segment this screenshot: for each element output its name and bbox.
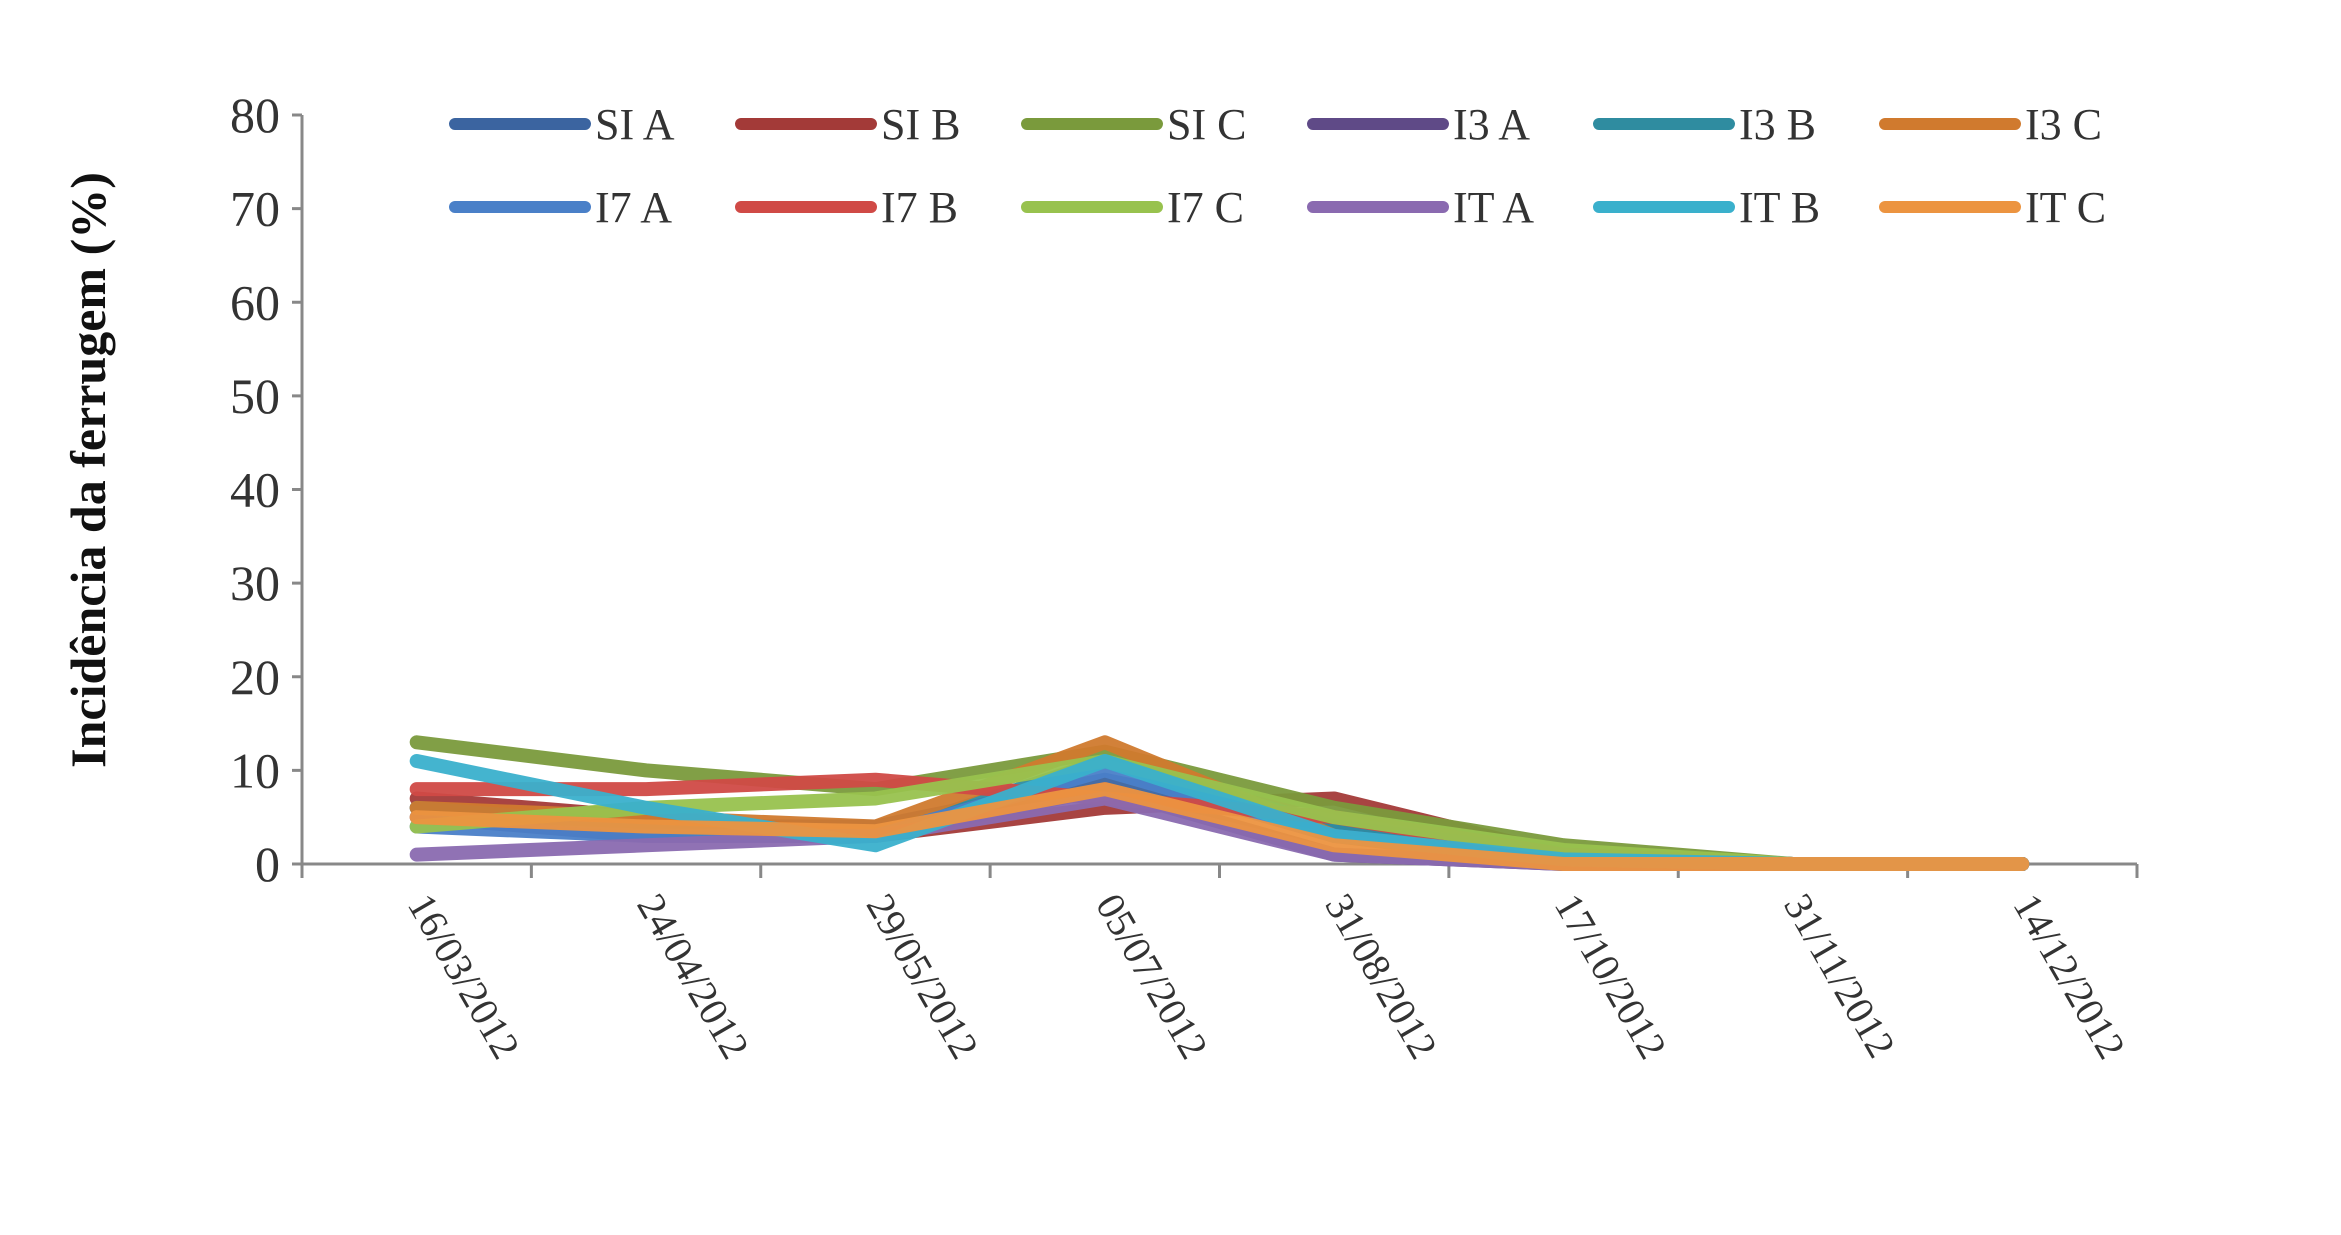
legend-label: I7 C bbox=[1167, 183, 1244, 232]
y-tick-label: 60 bbox=[230, 274, 280, 330]
x-tick-label: 05/07/2012 bbox=[1087, 886, 1217, 1066]
y-tick-label: 40 bbox=[230, 462, 280, 518]
legend-label: I7 A bbox=[595, 183, 672, 232]
y-tick-label: 80 bbox=[230, 87, 280, 143]
series-line-it-c bbox=[409, 782, 2030, 871]
x-tick-label: 31/11/2012 bbox=[1775, 886, 1904, 1065]
x-tick-label: 16/03/2012 bbox=[399, 886, 529, 1066]
y-tick-label: 20 bbox=[230, 649, 280, 705]
legend-label: SI A bbox=[595, 100, 675, 149]
y-axis-label: Incidência da ferrugem (%) bbox=[60, 172, 116, 768]
y-tick-label: 70 bbox=[230, 181, 280, 237]
y-tick-label: 10 bbox=[230, 742, 280, 798]
legend-label: SI B bbox=[881, 100, 960, 149]
x-tick-label: 24/04/2012 bbox=[628, 886, 758, 1066]
x-tick-label: 29/05/2012 bbox=[858, 886, 988, 1066]
legend-label: SI C bbox=[1167, 100, 1246, 149]
legend-label: I3 A bbox=[1453, 100, 1530, 149]
legend-label: IT C bbox=[2025, 183, 2106, 232]
legend-label: I7 B bbox=[881, 183, 958, 232]
legend-label: I3 C bbox=[2025, 100, 2102, 149]
legend-label: IT B bbox=[1739, 183, 1820, 232]
x-tick-label: 17/10/2012 bbox=[1546, 886, 1676, 1066]
y-tick-label: 50 bbox=[230, 368, 280, 424]
x-tick-label: 14/12/2012 bbox=[2005, 886, 2135, 1066]
x-tick-label: 31/08/2012 bbox=[1316, 886, 1446, 1066]
legend-label: I3 B bbox=[1739, 100, 1816, 149]
legend-label: IT A bbox=[1453, 183, 1534, 232]
y-tick-label: 0 bbox=[255, 836, 280, 892]
y-tick-label: 30 bbox=[230, 555, 280, 611]
